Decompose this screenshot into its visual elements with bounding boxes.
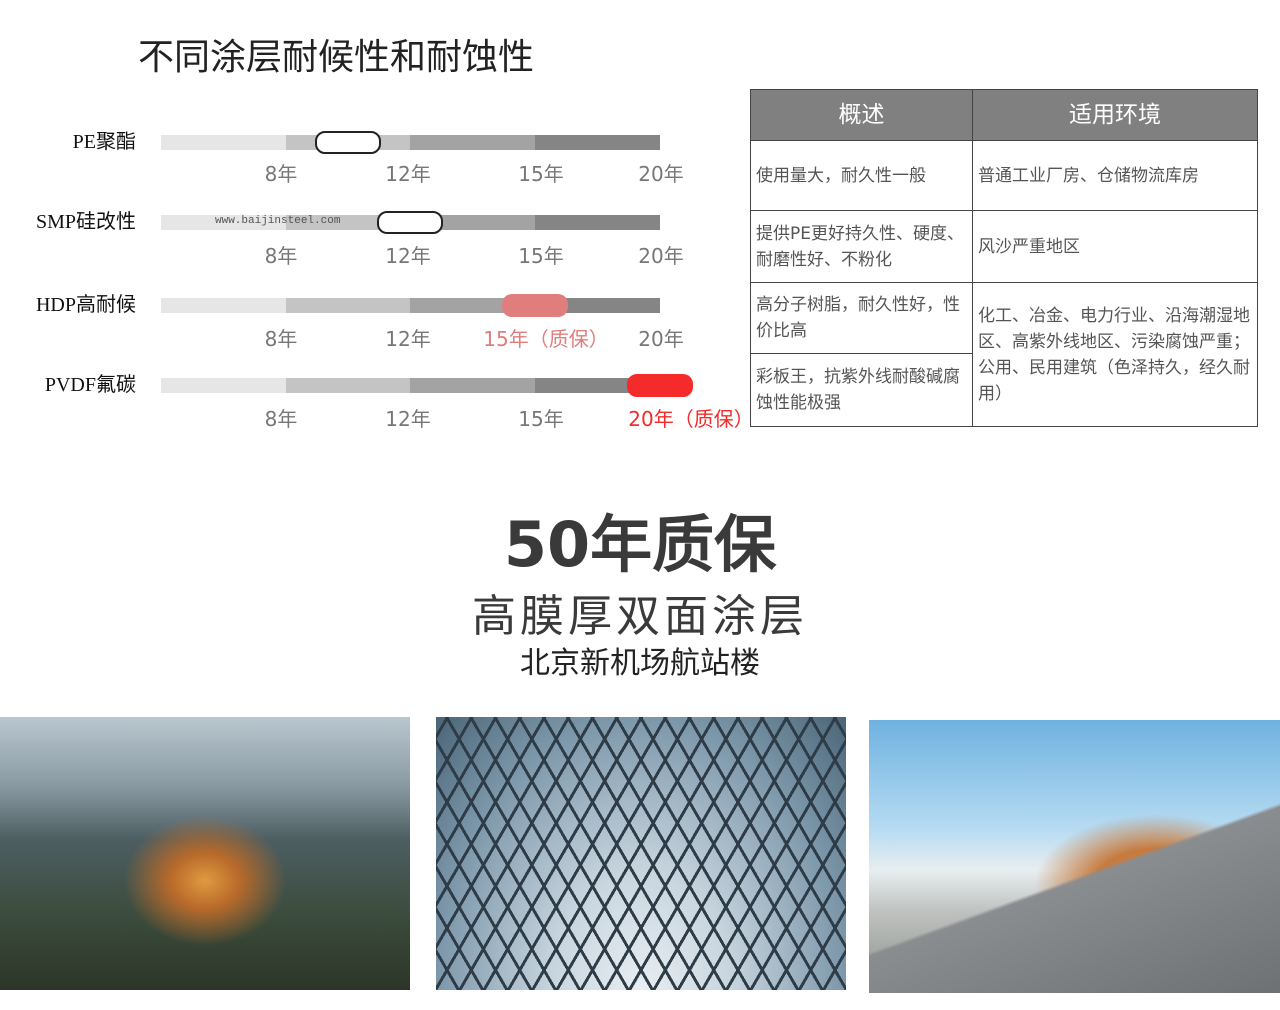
coating-table: 概述 适用环境 使用量大，耐久性一般 普通工业厂房、仓储物流库房 提供PE更好持久性…	[750, 89, 1258, 427]
year-label: 15年	[518, 407, 564, 431]
table-cell: 高分子树脂，耐久性好，性价比高	[750, 282, 973, 354]
year-label: 15年（质保）	[483, 327, 609, 351]
bar-segment	[161, 135, 286, 150]
durability-marker	[627, 374, 693, 397]
table-cell: 使用量大，耐久性一般	[750, 140, 973, 211]
bar-segment	[286, 378, 410, 393]
table-cell: 风沙严重地区	[972, 210, 1258, 283]
year-label: 12年	[385, 162, 431, 186]
bar-segment	[161, 298, 286, 313]
table-cell: 彩板王，抗紫外线耐酸碱腐蚀性能极强	[750, 353, 973, 427]
subheadline: 高膜厚双面涂层	[472, 591, 808, 642]
header-env: 适用环境	[972, 89, 1258, 141]
coating-name: HDP高耐候	[35, 294, 136, 316]
chart-title: 不同涂层耐候性和耐蚀性	[138, 37, 535, 78]
year-label: 12年	[385, 244, 431, 268]
table-cell: 提供PE更好持久性、硬度、耐磨性好、不粉化	[750, 210, 973, 283]
coating-name: PVDF氟碳	[44, 374, 136, 396]
bar-segment	[161, 378, 286, 393]
headline: 50年质保	[503, 508, 777, 581]
year-label: 20年	[638, 327, 684, 351]
year-label: 8年	[264, 327, 298, 351]
year-label: 12年	[385, 327, 431, 351]
bar-segment	[535, 215, 660, 230]
durability-marker	[315, 131, 381, 154]
table-cell: 普通工业厂房、仓储物流库房	[972, 140, 1258, 211]
project-name: 北京新机场航站楼	[520, 646, 760, 681]
bar-segment	[410, 378, 535, 393]
bar-segment	[286, 298, 410, 313]
table-cell: 化工、冶金、电力行业、沿海潮湿地区、高紫外线地区、污染腐蚀严重；公用、民用建筑（…	[972, 282, 1258, 427]
bar-segment	[410, 135, 535, 150]
durability-marker	[377, 211, 443, 234]
header-desc: 概述	[750, 89, 973, 141]
year-label: 20年	[638, 244, 684, 268]
bar-segment	[535, 135, 660, 150]
terminal-rendering-photo	[869, 720, 1280, 993]
year-label: 15年	[518, 162, 564, 186]
year-label: 8年	[264, 162, 298, 186]
year-label: 8年	[264, 244, 298, 268]
year-label: 20年	[638, 162, 684, 186]
year-label: 12年	[385, 407, 431, 431]
year-label: 15年	[518, 244, 564, 268]
watermark: www.baijinsteel.com	[215, 215, 341, 227]
durability-marker	[502, 294, 568, 317]
airport-aerial-photo	[0, 717, 410, 990]
steel-structure-photo	[436, 717, 846, 990]
bar-segment	[161, 215, 286, 230]
year-label: 8年	[264, 407, 298, 431]
year-label: 20年（质保）	[628, 407, 754, 431]
coating-name: PE聚酯	[72, 131, 136, 153]
coating-name: SMP硅改性	[35, 211, 136, 233]
